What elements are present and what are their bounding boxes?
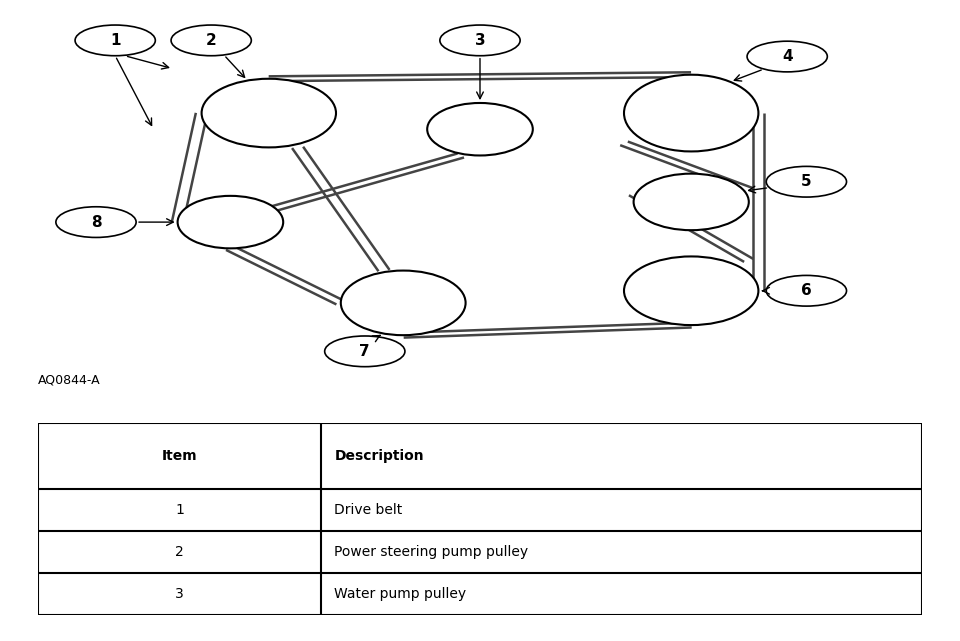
Text: Drive belt: Drive belt bbox=[334, 503, 402, 517]
Ellipse shape bbox=[440, 25, 520, 56]
Ellipse shape bbox=[766, 276, 847, 306]
Text: 3: 3 bbox=[176, 587, 184, 601]
Ellipse shape bbox=[56, 207, 136, 237]
Text: 6: 6 bbox=[801, 283, 812, 298]
Ellipse shape bbox=[324, 336, 405, 367]
Text: 2: 2 bbox=[176, 545, 184, 560]
Text: 3: 3 bbox=[474, 33, 486, 48]
Text: 1: 1 bbox=[176, 503, 184, 517]
Text: 5: 5 bbox=[801, 174, 812, 189]
Text: 1: 1 bbox=[110, 33, 120, 48]
Text: Water pump pulley: Water pump pulley bbox=[334, 587, 467, 601]
Text: AQ0844-A: AQ0844-A bbox=[38, 373, 101, 386]
Ellipse shape bbox=[624, 256, 758, 325]
Text: 8: 8 bbox=[90, 215, 102, 229]
Ellipse shape bbox=[75, 25, 156, 56]
Text: 7: 7 bbox=[359, 344, 371, 359]
Ellipse shape bbox=[341, 271, 466, 335]
Text: 2: 2 bbox=[205, 33, 217, 48]
Text: 4: 4 bbox=[781, 49, 793, 64]
Text: Description: Description bbox=[334, 449, 424, 463]
Ellipse shape bbox=[427, 103, 533, 156]
Text: Power steering pump pulley: Power steering pump pulley bbox=[334, 545, 528, 560]
Ellipse shape bbox=[202, 79, 336, 147]
Text: Item: Item bbox=[162, 449, 198, 463]
Ellipse shape bbox=[178, 196, 283, 248]
Ellipse shape bbox=[624, 75, 758, 151]
Ellipse shape bbox=[171, 25, 252, 56]
Ellipse shape bbox=[747, 41, 828, 72]
Ellipse shape bbox=[766, 167, 847, 197]
Ellipse shape bbox=[634, 174, 749, 230]
